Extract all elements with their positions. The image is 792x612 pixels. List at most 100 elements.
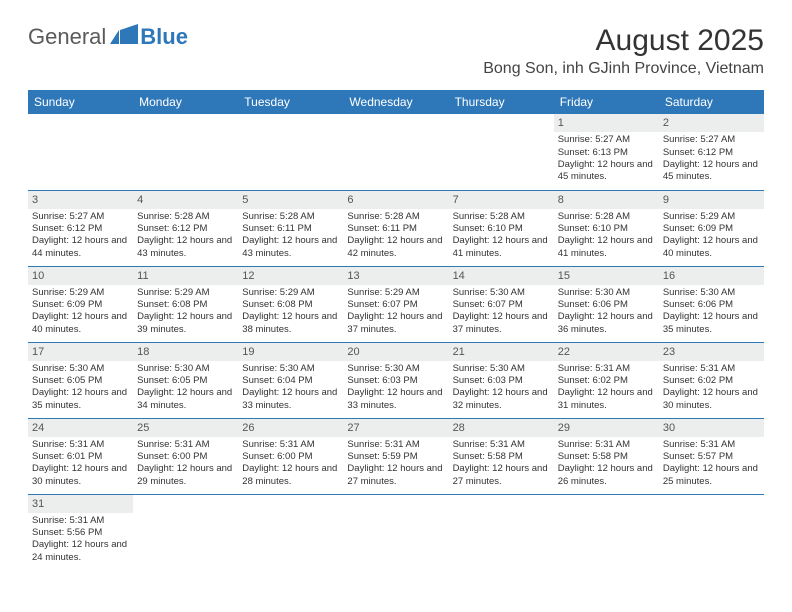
day-content: Sunrise: 5:30 AMSunset: 6:03 PMDaylight:… (343, 361, 448, 416)
sunset-line: Sunset: 6:11 PM (242, 223, 339, 235)
calendar-row: 17Sunrise: 5:30 AMSunset: 6:05 PMDayligh… (28, 342, 764, 418)
sunset-line: Sunset: 5:58 PM (453, 451, 550, 463)
sunset-line: Sunset: 6:10 PM (558, 223, 655, 235)
day-number: 9 (659, 191, 764, 209)
day-number: 28 (449, 419, 554, 437)
logo: General Blue (28, 24, 188, 50)
calendar-cell (449, 114, 554, 190)
day-content: Sunrise: 5:30 AMSunset: 6:06 PMDaylight:… (659, 285, 764, 340)
day-content: Sunrise: 5:31 AMSunset: 6:01 PMDaylight:… (28, 437, 133, 492)
calendar-cell (133, 114, 238, 190)
daylight-line: Daylight: 12 hours and 41 minutes. (453, 235, 550, 260)
day-content: Sunrise: 5:31 AMSunset: 5:57 PMDaylight:… (659, 437, 764, 492)
day-number: 10 (28, 267, 133, 285)
day-number: 2 (659, 114, 764, 132)
calendar-cell: 9Sunrise: 5:29 AMSunset: 6:09 PMDaylight… (659, 190, 764, 266)
sunset-line: Sunset: 6:02 PM (558, 375, 655, 387)
day-content: Sunrise: 5:30 AMSunset: 6:03 PMDaylight:… (449, 361, 554, 416)
sunset-line: Sunset: 6:04 PM (242, 375, 339, 387)
day-number: 27 (343, 419, 448, 437)
day-content: Sunrise: 5:29 AMSunset: 6:08 PMDaylight:… (133, 285, 238, 340)
sunset-line: Sunset: 5:59 PM (347, 451, 444, 463)
sunrise-line: Sunrise: 5:29 AM (32, 287, 129, 299)
header: General Blue August 2025 Bong Son, inh G… (28, 24, 764, 78)
day-number: 6 (343, 191, 448, 209)
daylight-line: Daylight: 12 hours and 27 minutes. (453, 463, 550, 488)
calendar-cell: 11Sunrise: 5:29 AMSunset: 6:08 PMDayligh… (133, 266, 238, 342)
day-content: Sunrise: 5:27 AMSunset: 6:12 PMDaylight:… (28, 209, 133, 264)
calendar-cell (238, 114, 343, 190)
sunset-line: Sunset: 6:06 PM (663, 299, 760, 311)
day-number: 14 (449, 267, 554, 285)
day-number: 16 (659, 267, 764, 285)
weekday-header: Friday (554, 90, 659, 114)
daylight-line: Daylight: 12 hours and 43 minutes. (242, 235, 339, 260)
daylight-line: Daylight: 12 hours and 43 minutes. (137, 235, 234, 260)
day-content: Sunrise: 5:29 AMSunset: 6:08 PMDaylight:… (238, 285, 343, 340)
calendar-cell: 6Sunrise: 5:28 AMSunset: 6:11 PMDaylight… (343, 190, 448, 266)
calendar-cell: 14Sunrise: 5:30 AMSunset: 6:07 PMDayligh… (449, 266, 554, 342)
day-number: 17 (28, 343, 133, 361)
day-content: Sunrise: 5:30 AMSunset: 6:06 PMDaylight:… (554, 285, 659, 340)
logo-icon (110, 24, 138, 50)
day-content: Sunrise: 5:31 AMSunset: 6:02 PMDaylight:… (659, 361, 764, 416)
daylight-line: Daylight: 12 hours and 42 minutes. (347, 235, 444, 260)
sunrise-line: Sunrise: 5:29 AM (663, 211, 760, 223)
day-content: Sunrise: 5:28 AMSunset: 6:11 PMDaylight:… (343, 209, 448, 264)
weekday-header: Wednesday (343, 90, 448, 114)
sunrise-line: Sunrise: 5:27 AM (32, 211, 129, 223)
calendar-cell: 12Sunrise: 5:29 AMSunset: 6:08 PMDayligh… (238, 266, 343, 342)
sunrise-line: Sunrise: 5:31 AM (453, 439, 550, 451)
daylight-line: Daylight: 12 hours and 45 minutes. (663, 159, 760, 184)
sunrise-line: Sunrise: 5:31 AM (663, 439, 760, 451)
day-number: 18 (133, 343, 238, 361)
day-number: 26 (238, 419, 343, 437)
location: Bong Son, inh GJinh Province, Vietnam (483, 60, 764, 78)
calendar-cell: 27Sunrise: 5:31 AMSunset: 5:59 PMDayligh… (343, 418, 448, 494)
weekday-header: Thursday (449, 90, 554, 114)
sunrise-line: Sunrise: 5:27 AM (663, 134, 760, 146)
day-content: Sunrise: 5:30 AMSunset: 6:07 PMDaylight:… (449, 285, 554, 340)
daylight-line: Daylight: 12 hours and 45 minutes. (558, 159, 655, 184)
day-number: 20 (343, 343, 448, 361)
day-content: Sunrise: 5:28 AMSunset: 6:12 PMDaylight:… (133, 209, 238, 264)
daylight-line: Daylight: 12 hours and 32 minutes. (453, 387, 550, 412)
calendar-cell (659, 494, 764, 570)
logo-word1: General (28, 24, 106, 50)
day-number: 7 (449, 191, 554, 209)
day-content: Sunrise: 5:30 AMSunset: 6:05 PMDaylight:… (28, 361, 133, 416)
calendar-cell: 4Sunrise: 5:28 AMSunset: 6:12 PMDaylight… (133, 190, 238, 266)
day-content: Sunrise: 5:29 AMSunset: 6:09 PMDaylight:… (659, 209, 764, 264)
sunrise-line: Sunrise: 5:30 AM (558, 287, 655, 299)
calendar-cell (449, 494, 554, 570)
sunset-line: Sunset: 6:05 PM (32, 375, 129, 387)
daylight-line: Daylight: 12 hours and 25 minutes. (663, 463, 760, 488)
sunrise-line: Sunrise: 5:31 AM (242, 439, 339, 451)
calendar-cell: 10Sunrise: 5:29 AMSunset: 6:09 PMDayligh… (28, 266, 133, 342)
sunset-line: Sunset: 6:07 PM (453, 299, 550, 311)
weekday-header-row: Sunday Monday Tuesday Wednesday Thursday… (28, 90, 764, 114)
sunset-line: Sunset: 6:00 PM (242, 451, 339, 463)
sunrise-line: Sunrise: 5:28 AM (453, 211, 550, 223)
title-block: August 2025 Bong Son, inh GJinh Province… (483, 24, 764, 78)
day-content: Sunrise: 5:29 AMSunset: 6:07 PMDaylight:… (343, 285, 448, 340)
day-number: 29 (554, 419, 659, 437)
day-content: Sunrise: 5:31 AMSunset: 6:00 PMDaylight:… (133, 437, 238, 492)
day-number: 22 (554, 343, 659, 361)
sunset-line: Sunset: 6:03 PM (347, 375, 444, 387)
calendar-table: Sunday Monday Tuesday Wednesday Thursday… (28, 90, 764, 570)
daylight-line: Daylight: 12 hours and 35 minutes. (663, 311, 760, 336)
calendar-cell: 17Sunrise: 5:30 AMSunset: 6:05 PMDayligh… (28, 342, 133, 418)
sunset-line: Sunset: 6:01 PM (32, 451, 129, 463)
calendar-cell: 2Sunrise: 5:27 AMSunset: 6:12 PMDaylight… (659, 114, 764, 190)
daylight-line: Daylight: 12 hours and 28 minutes. (242, 463, 339, 488)
daylight-line: Daylight: 12 hours and 40 minutes. (663, 235, 760, 260)
day-content: Sunrise: 5:31 AMSunset: 5:58 PMDaylight:… (554, 437, 659, 492)
sunrise-line: Sunrise: 5:28 AM (558, 211, 655, 223)
daylight-line: Daylight: 12 hours and 29 minutes. (137, 463, 234, 488)
calendar-cell: 29Sunrise: 5:31 AMSunset: 5:58 PMDayligh… (554, 418, 659, 494)
sunset-line: Sunset: 6:08 PM (137, 299, 234, 311)
daylight-line: Daylight: 12 hours and 41 minutes. (558, 235, 655, 260)
calendar-cell (343, 494, 448, 570)
calendar-cell: 25Sunrise: 5:31 AMSunset: 6:00 PMDayligh… (133, 418, 238, 494)
